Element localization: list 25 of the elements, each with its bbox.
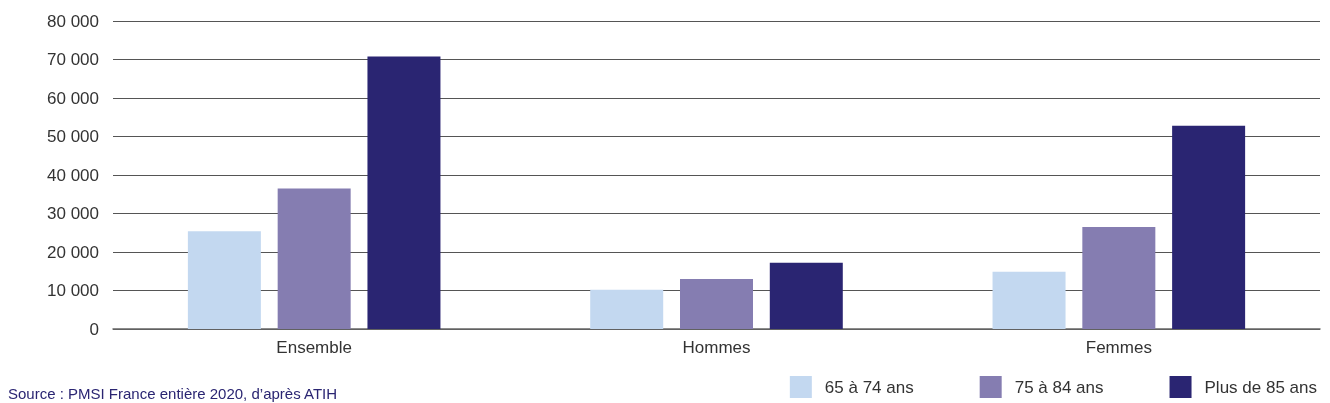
x-tick-label: Hommes bbox=[682, 338, 751, 357]
y-tick-label: 40 000 bbox=[47, 165, 99, 185]
bar bbox=[590, 289, 664, 329]
y-tick-label: 60 000 bbox=[47, 88, 99, 108]
legend-label: 75 à 84 ans bbox=[1014, 377, 1104, 397]
bar bbox=[1082, 226, 1156, 329]
bar bbox=[992, 271, 1066, 329]
legend-label: Plus de 85 ans bbox=[1204, 377, 1317, 397]
y-tick-label: 0 bbox=[89, 319, 99, 339]
bar bbox=[367, 56, 441, 329]
bar bbox=[1172, 125, 1246, 329]
source-note: Source : PMSI France entière 2020, d’après ATIH bbox=[8, 385, 338, 402]
y-tick-label: 20 000 bbox=[47, 242, 99, 262]
y-tick-label: 30 000 bbox=[47, 204, 99, 223]
y-tick-label: 70 000 bbox=[47, 50, 99, 69]
bar bbox=[277, 188, 351, 329]
y-tick-label: 80 000 bbox=[47, 11, 99, 31]
y-tick-label: 50 000 bbox=[47, 127, 99, 146]
bar bbox=[187, 231, 261, 329]
x-tick-label: Femmes bbox=[1085, 338, 1152, 357]
legend-label: 65 à 74 ans bbox=[824, 377, 914, 397]
y-tick-label: 10 000 bbox=[47, 281, 99, 300]
x-tick-label: Ensemble bbox=[276, 338, 352, 357]
bar bbox=[769, 262, 843, 329]
bar bbox=[680, 278, 753, 329]
